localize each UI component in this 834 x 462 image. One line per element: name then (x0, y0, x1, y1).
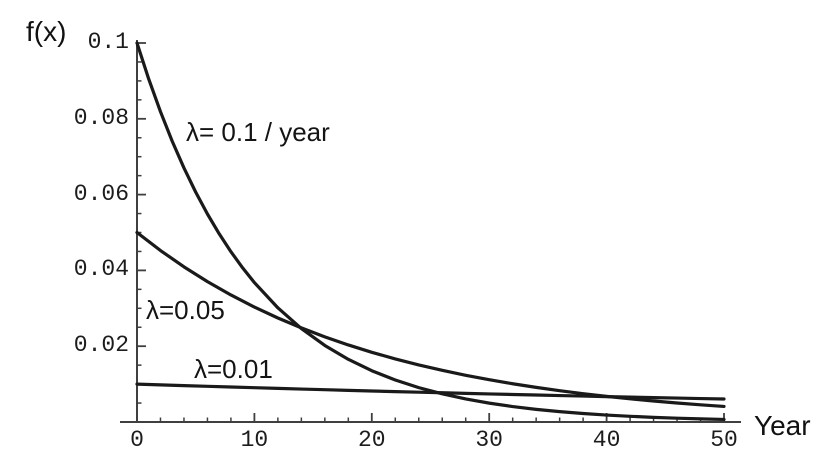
exponential-pdf-lambda-0.1-curve (135, 41, 726, 422)
x-tick-label: 30 (475, 427, 503, 453)
series-label-lambda-0.05: λ=0.05 (146, 295, 225, 325)
x-axis-title: Year (754, 410, 811, 441)
series-label-lambda-0.1: λ= 0.1 / year (186, 117, 330, 147)
x-tick-label: 0 (130, 427, 144, 453)
series-label-lambda-0.01: λ=0.01 (194, 354, 273, 384)
y-axis-title: f(x) (26, 16, 67, 47)
x-tick-label: 40 (592, 427, 621, 453)
x-tick-label: 50 (710, 427, 738, 453)
y-tick-label: 0.08 (73, 104, 129, 131)
x-tick-label: 10 (240, 427, 269, 453)
x-tick-label: 20 (357, 427, 386, 453)
exponential-pdf-lambda-0.01-curve (135, 382, 726, 401)
y-tick-label: 0.1 (87, 29, 129, 55)
y-tick-label: 0.02 (73, 332, 129, 359)
y-tick-label: 0.06 (73, 180, 129, 207)
y-tick-label: 0.04 (73, 256, 129, 283)
